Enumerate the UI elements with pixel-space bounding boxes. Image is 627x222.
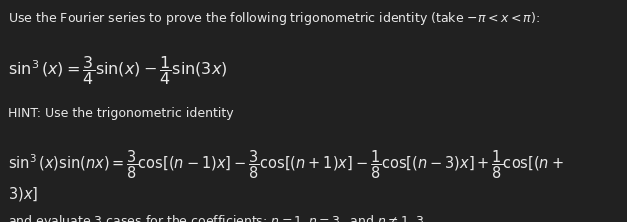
Text: Use the Fourier series to prove the following trigonometric identity (take $-\pi: Use the Fourier series to prove the foll… bbox=[8, 10, 540, 27]
Text: and evaluate 3 cases for the coefficients: $n = 1, n = 3,$ and $n \neq 1, 3.$: and evaluate 3 cases for the coefficient… bbox=[8, 213, 427, 222]
Text: HINT: Use the trigonometric identity: HINT: Use the trigonometric identity bbox=[8, 107, 233, 120]
Text: $3)x]$: $3)x]$ bbox=[8, 185, 38, 203]
Text: $\sin^3(x)\sin(nx) = \dfrac{3}{8}\cos[(n-1)x] - \dfrac{3}{8}\cos[(n+1)x] - \dfra: $\sin^3(x)\sin(nx) = \dfrac{3}{8}\cos[(n… bbox=[8, 149, 563, 181]
Text: $\sin^3(x) = \dfrac{3}{4}\sin(x) - \dfrac{1}{4}\sin(3x)$: $\sin^3(x) = \dfrac{3}{4}\sin(x) - \dfra… bbox=[8, 54, 227, 87]
